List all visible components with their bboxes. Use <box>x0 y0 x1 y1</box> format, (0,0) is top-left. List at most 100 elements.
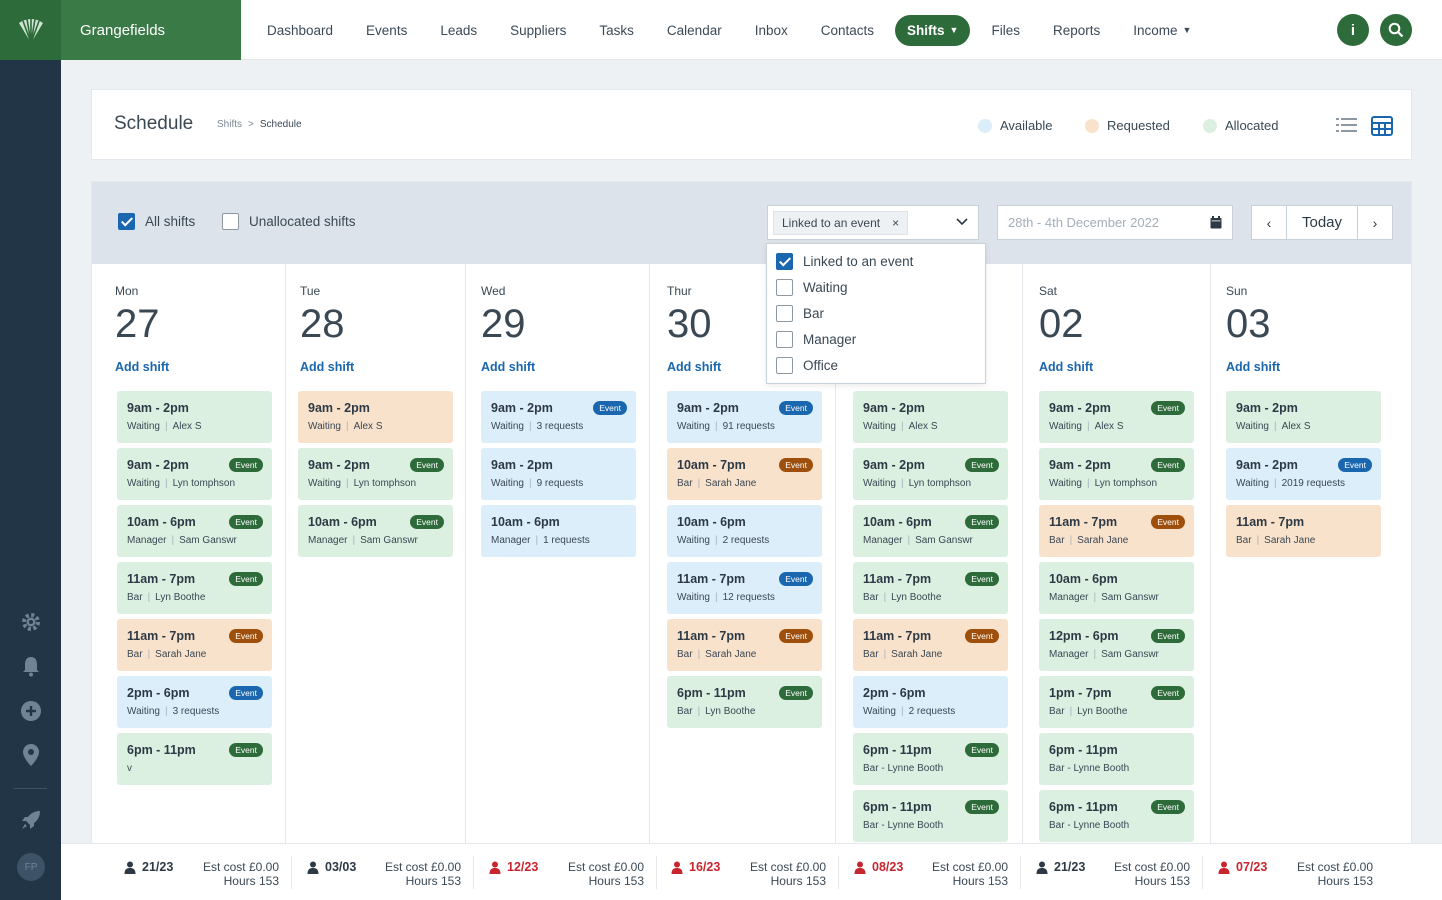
shift-card[interactable]: 9am - 2pm Waiting | Lyn tomphson Event <box>298 448 453 500</box>
filter-option-checkbox[interactable] <box>776 330 793 348</box>
filter-select[interactable]: Linked to an event × <box>767 205 979 240</box>
shift-assignee: Alex S <box>1281 421 1311 432</box>
next-week-button[interactable]: › <box>1372 214 1378 231</box>
search-button[interactable] <box>1380 14 1412 46</box>
shift-card[interactable]: 10am - 6pm Manager | Sam Ganswr Event <box>853 505 1008 557</box>
shift-card[interactable]: 9am - 2pm Waiting | Alex S <box>117 391 272 443</box>
unallocated-shifts-checkbox[interactable] <box>222 213 239 230</box>
nav-contacts[interactable]: Contacts <box>820 22 875 38</box>
shift-card[interactable]: 9am - 2pm Waiting | Lyn tomphson Event <box>117 448 272 500</box>
shift-card[interactable]: 6pm - 11pm Bar | Lyn Boothe Event <box>667 676 822 728</box>
nav-suppliers[interactable]: Suppliers <box>510 22 567 38</box>
shift-card[interactable]: 11am - 7pm Bar | Lyn Boothe Event <box>853 562 1008 614</box>
nav-files[interactable]: Files <box>991 22 1020 38</box>
shift-card[interactable]: 9am - 2pm Waiting | 9 requests <box>481 448 636 500</box>
filter-option-manager[interactable]: Manager <box>776 329 856 349</box>
nav-calendar[interactable]: Calendar <box>666 22 722 38</box>
shift-card[interactable]: 10am - 6pm Manager | Sam Ganswr Event <box>298 505 453 557</box>
grid-view-icon[interactable] <box>1371 116 1393 136</box>
nav-dashboard[interactable]: Dashboard <box>267 22 334 38</box>
add-icon[interactable] <box>18 698 44 724</box>
settings-icon[interactable] <box>18 609 44 635</box>
nav-tasks[interactable]: Tasks <box>599 22 634 38</box>
location-pin-icon[interactable] <box>18 742 44 768</box>
today-button[interactable]: Today <box>1286 206 1358 239</box>
shift-card[interactable]: 6pm - 11pm Bar - Lynne Booth <box>1039 733 1194 785</box>
nav-inbox[interactable]: Inbox <box>754 22 788 38</box>
shift-card[interactable]: 11am - 7pm Bar | Lyn Boothe Event <box>117 562 272 614</box>
add-shift-link[interactable]: Add shift <box>1226 360 1281 374</box>
meta-divider: | <box>147 592 151 603</box>
filter-option-checkbox[interactable] <box>776 252 793 270</box>
avatar[interactable]: FP <box>17 853 45 881</box>
event-badge: Event <box>779 686 813 700</box>
shift-card[interactable]: 6pm - 11pm Bar - Lynne Booth Event <box>853 790 1008 842</box>
shift-card[interactable]: 11am - 7pm Bar | Sarah Jane <box>1226 505 1381 557</box>
shift-card[interactable]: 9am - 2pm Waiting | 2019 requests Event <box>1226 448 1381 500</box>
filter-option-waiting[interactable]: Waiting <box>776 277 848 297</box>
shift-card[interactable]: 11am - 7pm Bar | Sarah Jane Event <box>117 619 272 671</box>
shift-card[interactable]: 9am - 2pm Waiting | Lyn tomphson Event <box>853 448 1008 500</box>
shift-card[interactable]: 9am - 2pm Waiting | Alex S Event <box>1039 391 1194 443</box>
shift-card[interactable]: 11am - 7pm Waiting | 12 requests Event <box>667 562 822 614</box>
close-icon[interactable]: × <box>892 216 900 230</box>
add-shift-link[interactable]: Add shift <box>115 360 170 374</box>
shift-card[interactable]: 1pm - 7pm Bar | Lyn Boothe Event <box>1039 676 1194 728</box>
logo[interactable] <box>0 0 61 60</box>
add-shift-link[interactable]: Add shift <box>481 360 536 374</box>
shift-card[interactable]: 11am - 7pm Bar | Sarah Jane Event <box>667 619 822 671</box>
breadcrumb-shifts[interactable]: Shifts <box>217 119 243 130</box>
nav-income[interactable]: Income ▼ <box>1133 23 1191 38</box>
event-badge: Event <box>593 401 627 415</box>
shift-card[interactable]: 11am - 7pm Bar | Sarah Jane Event <box>1039 505 1194 557</box>
filter-option-checkbox[interactable] <box>776 356 793 374</box>
shift-card[interactable]: 10am - 6pm Manager | Sam Ganswr <box>1039 562 1194 614</box>
shift-card[interactable]: 9am - 2pm Waiting | Alex S <box>298 391 453 443</box>
shift-role: Bar - Lynne Booth <box>863 763 944 774</box>
shift-card[interactable]: 9am - 2pm Waiting | 3 requests Event <box>481 391 636 443</box>
shift-role: Waiting <box>308 421 341 432</box>
date-range-input[interactable]: 28th - 4th December 2022 <box>997 205 1233 240</box>
shift-card[interactable]: 6pm - 11pm v Event <box>117 733 272 785</box>
shift-card[interactable]: 10am - 7pm Bar | Sarah Jane Event <box>667 448 822 500</box>
list-view-icon[interactable] <box>1336 116 1358 136</box>
breadcrumb-schedule: Schedule <box>259 119 302 130</box>
shift-card[interactable]: 9am - 2pm Waiting | 91 requests Event <box>667 391 822 443</box>
filter-option-office[interactable]: Office <box>776 355 838 375</box>
shift-card[interactable]: 10am - 6pm Manager | Sam Ganswr Event <box>117 505 272 557</box>
add-shift-link[interactable]: Add shift <box>667 360 722 374</box>
shift-card[interactable]: 6pm - 11pm Bar - Lynne Booth Event <box>1039 790 1194 842</box>
shift-card[interactable]: 10am - 6pm Waiting | 2 requests <box>667 505 822 557</box>
nav-reports[interactable]: Reports <box>1052 22 1101 38</box>
filter-option-checkbox[interactable] <box>776 278 793 296</box>
nav-shifts[interactable]: Shifts ▼ <box>895 14 971 46</box>
shift-card[interactable]: 10am - 6pm Manager | 1 requests <box>481 505 636 557</box>
shift-card[interactable]: 9am - 2pm Waiting | Alex S <box>1226 391 1381 443</box>
brand-name[interactable]: Grangefields <box>61 0 241 60</box>
add-shift-link[interactable]: Add shift <box>300 360 355 374</box>
filter-option-bar[interactable]: Bar <box>776 303 824 323</box>
rocket-icon[interactable] <box>18 807 44 833</box>
shift-card[interactable]: 9am - 2pm Waiting | Lyn tomphson Event <box>1039 448 1194 500</box>
shift-card[interactable]: 11am - 7pm Bar | Sarah Jane Event <box>853 619 1008 671</box>
shift-assignee: Lyn tomphson <box>1094 478 1158 489</box>
bell-icon[interactable] <box>18 653 44 679</box>
nav-leads[interactable]: Leads <box>440 22 478 38</box>
nav-events[interactable]: Events <box>366 22 408 38</box>
shift-card[interactable]: 9am - 2pm Waiting | Alex S <box>853 391 1008 443</box>
shift-card[interactable]: 2pm - 6pm Waiting | 3 requests Event <box>117 676 272 728</box>
shift-role: Bar <box>863 592 879 603</box>
prev-week-button[interactable]: ‹ <box>1266 214 1272 231</box>
nav-shifts-label: Shifts <box>907 22 945 38</box>
filter-option-checkbox[interactable] <box>776 304 793 322</box>
day-column: Mon 27 Add shift 9am - 2pm Waiting | Alex S 9am… <box>92 264 285 899</box>
shift-card[interactable]: 6pm - 11pm Bar - Lynne Booth Event <box>853 733 1008 785</box>
event-badge: Event <box>1338 458 1372 472</box>
info-button[interactable]: i <box>1337 14 1369 46</box>
shift-card[interactable]: 2pm - 6pm Waiting | 2 requests <box>853 676 1008 728</box>
all-shifts-checkbox[interactable] <box>118 213 135 230</box>
filter-option-linked[interactable]: Linked to an event <box>776 251 913 271</box>
staffing-count-value: 08/23 <box>872 860 904 874</box>
shift-card[interactable]: 12pm - 6pm Manager | Sam Ganswr Event <box>1039 619 1194 671</box>
add-shift-link[interactable]: Add shift <box>1039 360 1094 374</box>
